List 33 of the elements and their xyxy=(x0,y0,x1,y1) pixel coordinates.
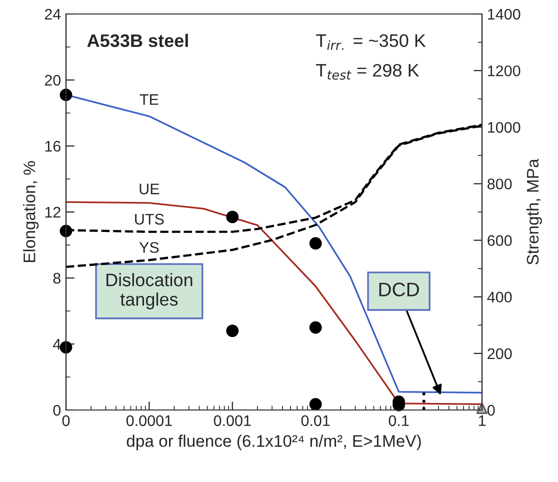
y2-tick-label: 1000 xyxy=(488,122,520,133)
annotation: A533B steel xyxy=(87,34,188,48)
y2-tick-label: 1400 xyxy=(488,8,520,20)
x-tick-label: 0.0001 xyxy=(126,415,172,426)
annotation: Dislocation tangles xyxy=(106,273,192,310)
x-tick-label: 1 xyxy=(478,415,486,426)
series-label: TE xyxy=(140,94,158,105)
y-tick-label: 4 xyxy=(52,339,61,350)
y-tick-label: 12 xyxy=(45,206,60,218)
y2-tick-label: 600 xyxy=(488,235,512,246)
x-tick-label: 0.001 xyxy=(214,415,251,426)
y-tick-label: 20 xyxy=(44,74,61,86)
y2-tick-label: 800 xyxy=(488,178,512,190)
series-label: UE xyxy=(140,184,160,194)
y2-tick-label: 200 xyxy=(488,348,512,360)
x-tick-label: 0.1 xyxy=(388,415,409,426)
y-tick-label: 8 xyxy=(53,272,60,284)
x-tick-label: 0 xyxy=(62,415,70,426)
y-axis-title: Elongation, % xyxy=(23,161,39,262)
annotation: T$_{test}$ = 298 K xyxy=(316,64,420,80)
y2-tick-label: 1200 xyxy=(488,65,520,76)
annotation: DCD xyxy=(379,282,419,296)
x-axis-title: dpa or fluence (6.1x10²⁴ n/m², E>1MeV) xyxy=(126,434,421,450)
y2-axis-title: Strength, MPa xyxy=(526,158,542,265)
y-tick-label: 0 xyxy=(53,404,61,416)
annotation: T$_{irr.}$ = ~350 K xyxy=(316,34,426,50)
y-tick-label: 16 xyxy=(45,140,60,152)
x-tick-label: 0.01 xyxy=(301,415,330,426)
series-label: UTS xyxy=(135,214,164,225)
series-label: YS xyxy=(139,242,159,253)
y2-tick-label: 400 xyxy=(487,292,512,303)
y-tick-label: 24 xyxy=(44,8,61,20)
y2-tick-label: 0 xyxy=(487,404,495,416)
